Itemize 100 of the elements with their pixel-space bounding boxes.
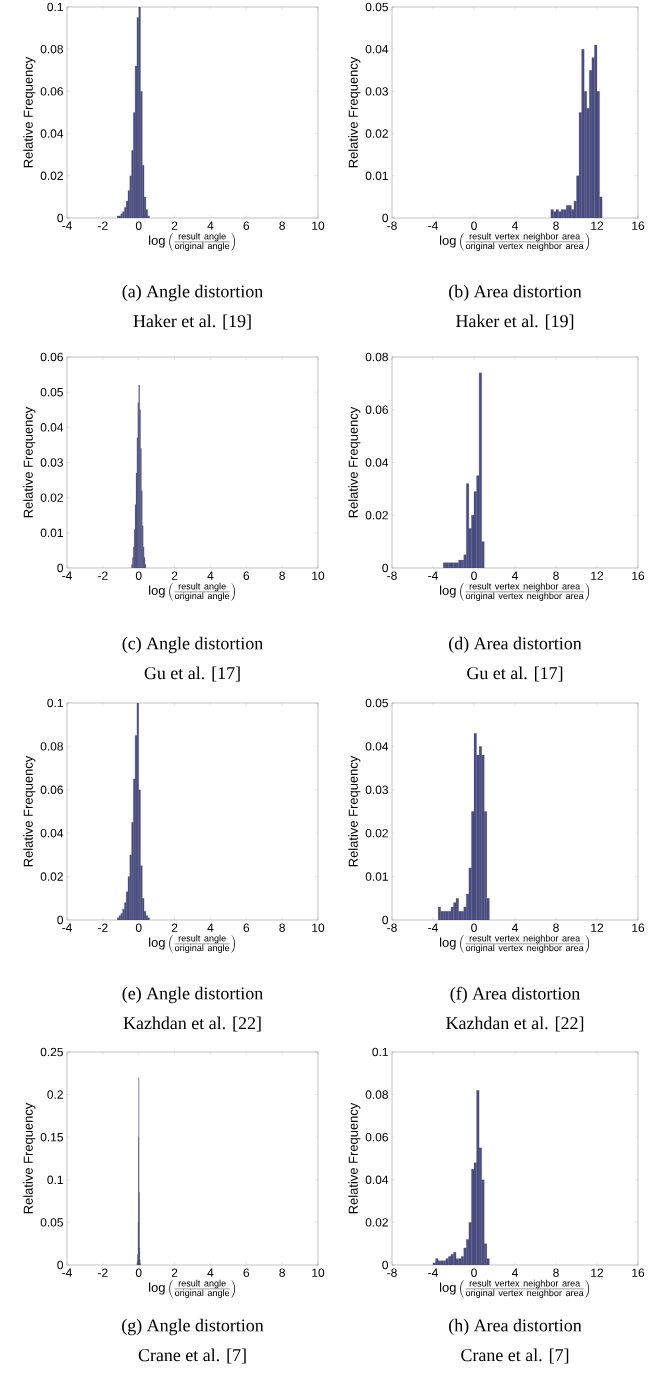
y-axis-title: Relative Frequency bbox=[348, 56, 361, 168]
y-tick-label: 0.1 bbox=[47, 2, 63, 12]
y-tick-label: 0.04 bbox=[40, 423, 64, 432]
x-axis-title: $\log\left(\frac{\mathrm{result\ angle}}{\mathrm{original\ angle}}\right)$ bbox=[149, 1279, 235, 1298]
x-tick-label: 0 bbox=[471, 221, 477, 230]
y-axis-title: Relative Frequency bbox=[23, 56, 36, 168]
x-tick-label: 8 bbox=[279, 221, 285, 230]
y-tick-label: 0.02 bbox=[40, 872, 63, 881]
y-tick-label: 0 bbox=[382, 1260, 389, 1270]
x-tick-label: 12 bbox=[591, 221, 604, 230]
text: Gu et al. [17] bbox=[467, 666, 563, 682]
x-tick-label: 12 bbox=[591, 571, 604, 580]
x-tick-label: -2 bbox=[98, 571, 108, 580]
x-axis-title: $\log\left(\frac{\mathrm{result\ vertex\ neighbor\ area}}{\mathrm{original\ vertex\ neighbor\ area}}\right)$ bbox=[440, 1279, 590, 1298]
y-tick-label: 0.1 bbox=[372, 1047, 388, 1057]
y-tick-label: 0 bbox=[57, 915, 64, 925]
x-tick-label: 10 bbox=[312, 923, 325, 932]
x-tick-label: -4 bbox=[428, 1268, 438, 1277]
y-tick-label: 0.1 bbox=[47, 1175, 63, 1185]
y-tick-label: 0.08 bbox=[365, 352, 388, 362]
x-tick-label: 4 bbox=[207, 571, 214, 580]
text: (d) Area distortion bbox=[449, 636, 582, 654]
y-tick-label: 0.03 bbox=[40, 458, 63, 467]
x-tick-label: 16 bbox=[632, 1268, 645, 1277]
x-tick-label: 2 bbox=[171, 221, 178, 230]
y-tick-label: 0.02 bbox=[365, 511, 388, 520]
x-tick-label: 12 bbox=[591, 1268, 604, 1277]
y-tick-label: 0.02 bbox=[40, 171, 63, 181]
text: Crane et al. [7] bbox=[461, 1348, 569, 1364]
y-tick-label: 0.02 bbox=[365, 129, 388, 138]
x-tick-label: 4 bbox=[511, 221, 518, 230]
x-tick-label: 2 bbox=[171, 1268, 178, 1277]
y-tick-label: 0.02 bbox=[365, 1218, 388, 1227]
y-axis-title: Relative Frequency bbox=[348, 406, 361, 518]
y-tick-label: 0 bbox=[382, 915, 389, 925]
x-tick-label: -4 bbox=[62, 221, 72, 230]
x-tick-label: 8 bbox=[553, 1268, 559, 1277]
text: Haker et al. [19] bbox=[133, 314, 251, 330]
x-tick-label: 8 bbox=[553, 221, 559, 230]
x-tick-label: 0 bbox=[135, 1268, 142, 1277]
text: Haker et al. [19] bbox=[456, 314, 574, 330]
x-tick-label: -4 bbox=[428, 923, 438, 932]
x-tick-label: 2 bbox=[171, 923, 178, 932]
text: (c) Angle distortion bbox=[122, 636, 263, 654]
x-tick-label: 0 bbox=[135, 221, 142, 230]
x-tick-label: 12 bbox=[591, 923, 604, 932]
x-tick-label: 4 bbox=[511, 571, 518, 580]
y-tick-label: 0 bbox=[57, 563, 64, 573]
x-axis-title: $\log\left(\frac{\mathrm{result\ vertex\ neighbor\ area}}{\mathrm{original\ vertex\ neighbor\ area}}\right)$ bbox=[440, 582, 590, 601]
y-tick-label: 0.04 bbox=[365, 742, 389, 751]
x-axis-title: $\log\left(\frac{\mathrm{result\ angle}}{\mathrm{original\ angle}}\right)$ bbox=[149, 934, 235, 953]
x-tick-label: -4 bbox=[62, 1268, 72, 1277]
y-axis-title: Relative Frequency bbox=[23, 406, 36, 518]
y-tick-label: 0.01 bbox=[365, 872, 388, 881]
y-tick-label: 0.06 bbox=[365, 405, 388, 414]
y-tick-label: 0.2 bbox=[47, 1090, 63, 1099]
text: Gu et al. [17] bbox=[144, 666, 240, 682]
x-tick-label: 16 bbox=[632, 571, 645, 580]
x-tick-label: 16 bbox=[632, 221, 645, 230]
x-tick-label: 8 bbox=[553, 923, 559, 932]
text: Kazhdan et al. [22] bbox=[446, 1016, 584, 1032]
x-tick-label: 10 bbox=[312, 221, 325, 230]
y-tick-label: 0.02 bbox=[365, 828, 388, 838]
y-tick-label: 0.08 bbox=[40, 44, 63, 54]
x-tick-label: -8 bbox=[387, 571, 397, 580]
y-tick-label: 0.25 bbox=[40, 1047, 63, 1057]
y-tick-label: 0.15 bbox=[40, 1132, 63, 1142]
x-tick-label: -8 bbox=[387, 923, 397, 932]
y-axis-title: Relative Frequency bbox=[23, 1102, 36, 1214]
y-tick-label: 0 bbox=[57, 1260, 64, 1270]
x-tick-label: 6 bbox=[243, 1268, 250, 1277]
y-tick-label: 0.04 bbox=[365, 44, 389, 54]
text: (f) Area distortion bbox=[450, 986, 580, 1004]
x-tick-label: -8 bbox=[387, 1268, 397, 1277]
x-tick-label: 8 bbox=[279, 1268, 285, 1277]
x-tick-label: -2 bbox=[98, 923, 108, 932]
x-tick-label: -4 bbox=[428, 221, 438, 230]
y-tick-label: 0.04 bbox=[365, 458, 389, 467]
text: (e) Angle distortion bbox=[122, 986, 263, 1004]
text: (g) Angle distortion bbox=[122, 1318, 264, 1336]
x-axis-title: $\log\left(\frac{\mathrm{result\ angle}}{\mathrm{original\ angle}}\right)$ bbox=[149, 582, 235, 601]
text: Crane et al. [7] bbox=[138, 1348, 246, 1364]
y-tick-label: 0.05 bbox=[40, 387, 63, 397]
x-tick-label: 4 bbox=[511, 1268, 518, 1277]
x-tick-label: -8 bbox=[387, 221, 397, 230]
x-axis-title: $\log\left(\frac{\mathrm{result\ vertex\ neighbor\ area}}{\mathrm{original\ vertex\ neighbor\ area}}\right)$ bbox=[440, 232, 590, 251]
y-tick-label: 0.08 bbox=[365, 1090, 388, 1099]
x-tick-label: -4 bbox=[62, 923, 72, 932]
x-tick-label: -4 bbox=[62, 571, 72, 580]
y-tick-label: 0.05 bbox=[365, 2, 388, 12]
y-tick-label: 0.06 bbox=[40, 785, 63, 795]
x-tick-label: 4 bbox=[207, 923, 214, 932]
x-tick-label: -4 bbox=[428, 571, 438, 580]
y-tick-label: 0.01 bbox=[365, 171, 388, 181]
x-tick-label: 8 bbox=[279, 571, 285, 580]
y-axis-title: Relative Frequency bbox=[23, 755, 36, 867]
x-tick-label: 10 bbox=[312, 1268, 325, 1277]
x-tick-label: 6 bbox=[243, 923, 250, 932]
x-tick-label: 0 bbox=[471, 923, 477, 932]
x-axis-title: $\log\left(\frac{\mathrm{result\ vertex\ neighbor\ area}}{\mathrm{original\ vertex\ neighbor\ area}}\right)$ bbox=[440, 934, 590, 953]
